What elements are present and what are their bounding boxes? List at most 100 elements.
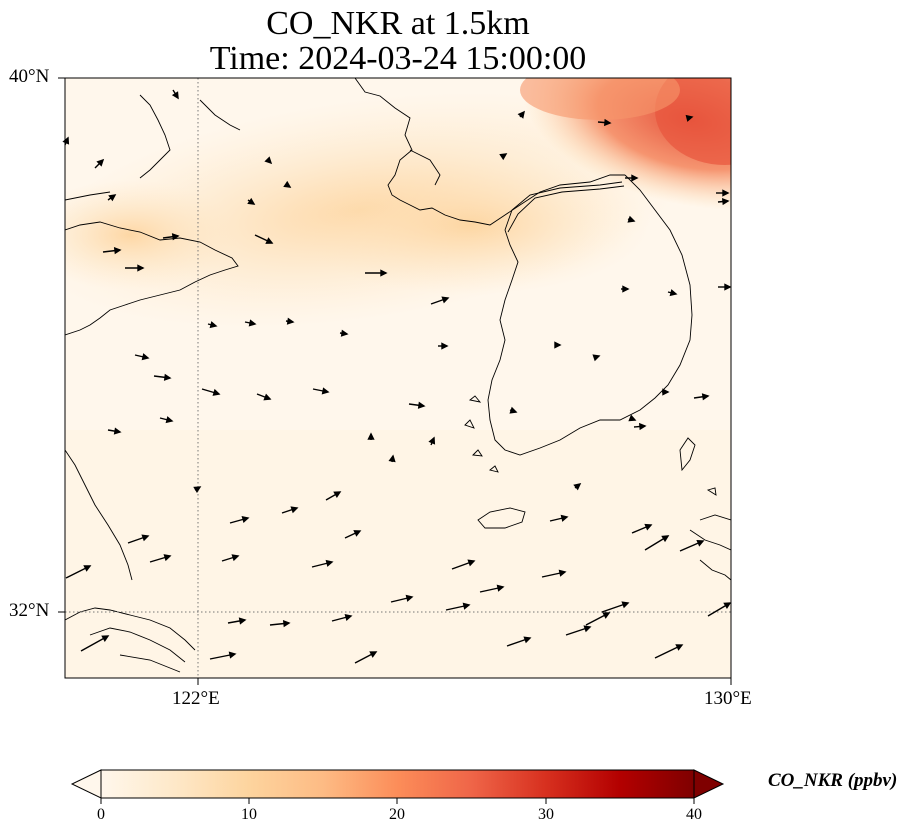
wind-vector-head xyxy=(108,194,117,202)
wind-vector-head xyxy=(171,91,179,100)
colorbar-extend-max xyxy=(693,769,725,799)
wind-vector-head xyxy=(247,197,256,205)
wind-vector-head xyxy=(325,559,334,567)
wind-vector-head xyxy=(113,427,122,435)
wind-vector-head xyxy=(388,454,396,463)
wind-vector-head xyxy=(602,612,611,619)
wind-vector-head xyxy=(212,388,221,396)
wind-vector-head xyxy=(141,353,150,361)
wind-vector-head xyxy=(592,354,601,362)
wind-vector-head xyxy=(238,617,247,625)
axis-ticks xyxy=(58,77,732,685)
wind-vector-head xyxy=(321,387,330,395)
wind-vector-head xyxy=(499,153,508,161)
wind-vector-head xyxy=(509,406,518,414)
wind-vector-head xyxy=(165,416,174,424)
colorbar-tick-20: 20 xyxy=(389,806,405,823)
wind-vector-head xyxy=(724,283,732,291)
wind-vector-head xyxy=(171,233,180,241)
wind-vector-head xyxy=(405,594,414,602)
wind-vector-head xyxy=(241,516,250,524)
wind-vector-head xyxy=(583,625,592,633)
colorbar-tick-30: 30 xyxy=(538,806,554,823)
wind-vector-head xyxy=(441,342,449,350)
wind-vector-head xyxy=(209,321,218,329)
gridlines xyxy=(65,78,731,678)
wind-vector-head xyxy=(228,651,237,659)
wind-vector-head xyxy=(722,189,730,197)
wind-vector-head xyxy=(369,651,378,658)
wind-vector-head xyxy=(467,559,476,567)
wind-vector-head xyxy=(265,237,274,244)
wind-vector-head xyxy=(83,565,92,572)
colorbar-label: CO_NKR (ppbv) xyxy=(768,770,898,791)
wind-vector-head xyxy=(721,197,730,206)
wind-vector-head xyxy=(367,432,375,440)
map-frame xyxy=(64,77,732,679)
wind-vector-head xyxy=(628,414,637,422)
map-title-line2: Time: 2024-03-24 15:00:00 xyxy=(209,40,587,77)
wind-vector-head xyxy=(701,393,710,401)
wind-vector-head xyxy=(193,486,202,494)
wind-vector-head xyxy=(141,534,150,542)
lat-label-32n: 32°N xyxy=(9,600,50,621)
lon-label-122e: 122°E xyxy=(172,688,220,709)
wind-vector-head xyxy=(163,373,172,381)
wind-vector-head xyxy=(96,158,105,167)
colorbar xyxy=(70,769,725,804)
map-title-line1: CO_NKR at 1.5km xyxy=(266,5,530,42)
wind-vector-head xyxy=(441,296,450,304)
wind-vector-head xyxy=(163,554,172,562)
wind-vector-head xyxy=(283,180,292,188)
wind-vector-head xyxy=(137,264,145,272)
wind-vector-head xyxy=(344,613,353,621)
wind-vectors xyxy=(62,89,732,664)
wind-vector-head xyxy=(101,635,110,642)
wind-vector-head xyxy=(496,584,505,592)
wind-vector-head xyxy=(604,118,612,127)
lat-label-40n: 40°N xyxy=(9,66,50,87)
wind-vector-head xyxy=(517,110,525,119)
wind-vector-head xyxy=(573,483,582,491)
wind-vector-head xyxy=(340,329,349,337)
wind-vector-head xyxy=(263,393,272,401)
wind-vector-head xyxy=(669,289,678,297)
colorbar-tick-40: 40 xyxy=(686,806,702,823)
wind-vector-head xyxy=(523,636,532,644)
wind-vector-head xyxy=(333,491,342,498)
colorbar-tick-0: 0 xyxy=(97,806,105,823)
wind-vector-head xyxy=(428,436,436,445)
wind-vector-head xyxy=(662,388,670,396)
wind-vector-head xyxy=(696,539,705,547)
concentration-field xyxy=(65,78,731,678)
wind-vector-head xyxy=(264,156,273,165)
wind-vector-head xyxy=(286,317,295,325)
wind-vector-head xyxy=(621,601,630,609)
wind-vector-head xyxy=(661,535,670,543)
colorbar-extend-min xyxy=(70,769,102,799)
wind-vector-head xyxy=(723,602,732,610)
wind-vector-head xyxy=(290,506,299,514)
wind-vector-head xyxy=(675,644,684,651)
wind-vector-head xyxy=(462,602,471,610)
wind-vector-head xyxy=(554,341,562,349)
colorbar-gradient xyxy=(101,770,694,798)
wind-vector-head xyxy=(622,285,630,293)
wind-vector-head xyxy=(113,247,122,255)
wind-vector-head xyxy=(558,569,567,577)
wind-vector-head xyxy=(417,401,426,409)
wind-vector-head xyxy=(560,514,569,522)
wind-vector-head xyxy=(380,269,388,277)
colorbar-tick-10: 10 xyxy=(241,806,257,823)
wind-vector-head xyxy=(353,530,362,537)
wind-vector-head xyxy=(248,319,257,327)
wind-vector-head xyxy=(627,215,636,223)
wind-vector-head xyxy=(231,554,240,562)
wind-vector-head xyxy=(631,174,639,182)
wind-vector-head xyxy=(644,523,653,531)
coastlines xyxy=(65,78,731,673)
wind-vector-head xyxy=(62,136,70,145)
wind-vector-head xyxy=(282,619,291,628)
wind-vector-head xyxy=(685,114,694,122)
